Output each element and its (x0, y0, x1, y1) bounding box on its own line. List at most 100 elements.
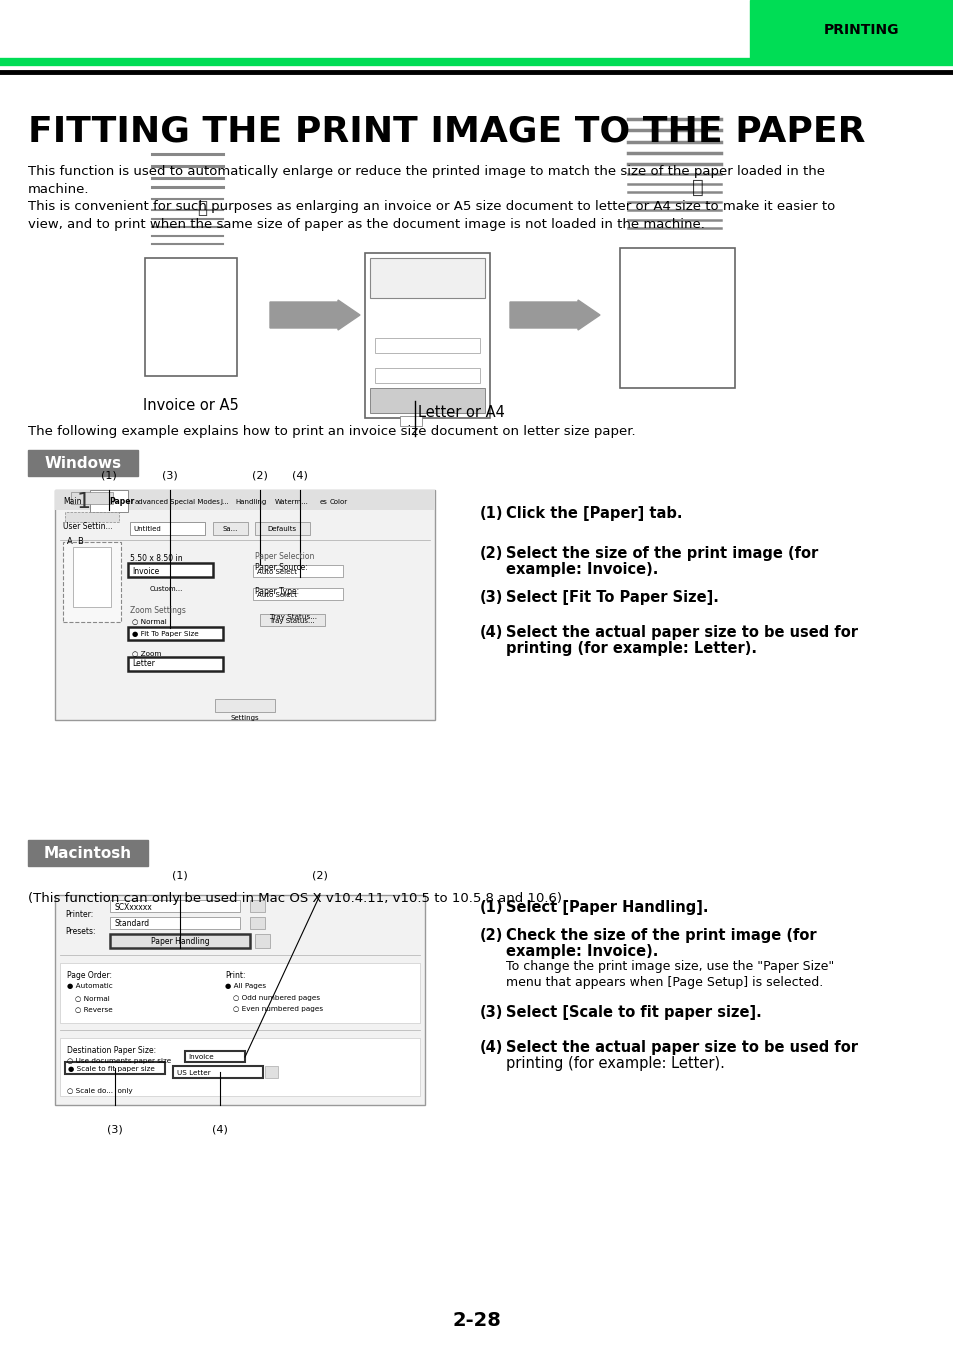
Text: Letter or A4: Letter or A4 (417, 405, 504, 420)
Text: Invoice or A5: Invoice or A5 (143, 398, 238, 413)
FancyArrow shape (510, 300, 599, 329)
Text: FITTING THE PRINT IMAGE TO THE PAPER: FITTING THE PRINT IMAGE TO THE PAPER (28, 115, 864, 148)
Text: ● Automatic: ● Automatic (67, 983, 112, 990)
Text: Standard: Standard (115, 919, 150, 929)
Text: (3): (3) (479, 590, 503, 605)
Text: 5.50 x 8.50 in: 5.50 x 8.50 in (130, 554, 182, 563)
Bar (55, 490, 435, 510)
Text: Paper Type:: Paper Type: (254, 587, 299, 595)
Text: ○ Scale do...  only: ○ Scale do... only (67, 1088, 132, 1094)
FancyBboxPatch shape (28, 450, 138, 477)
Bar (253, 589, 343, 599)
Text: (This function can only be used in Mac OS X v10.4.11, v10.5 to 10.5.8 and 10.6): (This function can only be used in Mac O… (28, 892, 561, 904)
Bar (619, 248, 734, 387)
Bar (375, 390, 479, 405)
Text: ○ Even numbered pages: ○ Even numbered pages (233, 1006, 323, 1012)
Text: Color: Color (330, 500, 348, 505)
Text: User Settin...: User Settin... (63, 522, 112, 531)
Bar (60, 963, 419, 1023)
Text: (3): (3) (162, 470, 177, 481)
Bar (365, 252, 490, 418)
Text: Select [Fit To Paper Size].: Select [Fit To Paper Size]. (505, 590, 719, 605)
Bar (213, 522, 248, 535)
Text: ○ Normal: ○ Normal (75, 995, 110, 1000)
Text: ○ Zoom: ○ Zoom (132, 649, 161, 656)
Text: Special Modes: Special Modes (170, 500, 219, 505)
Text: es: es (319, 500, 328, 505)
Bar (375, 369, 479, 383)
Text: 🌲: 🌲 (197, 200, 207, 217)
Bar (55, 895, 424, 1106)
Text: 🌲: 🌲 (692, 178, 703, 197)
Text: Check the size of the print image (for: Check the size of the print image (for (505, 927, 816, 944)
Text: example: Invoice).: example: Invoice). (505, 944, 658, 958)
Text: ● All Pages: ● All Pages (225, 983, 266, 990)
Bar (60, 1038, 419, 1096)
Bar (370, 258, 484, 298)
Bar (128, 657, 223, 671)
Text: Destination Paper Size:: Destination Paper Size: (67, 1046, 156, 1054)
Text: Printer:: Printer: (65, 910, 93, 919)
Bar (265, 1066, 277, 1079)
Text: US Letter: US Letter (177, 1071, 211, 1076)
Bar (63, 541, 121, 622)
Text: (2): (2) (479, 927, 503, 944)
Text: Paper Selection: Paper Selection (254, 552, 314, 562)
Bar (214, 699, 274, 711)
Text: PRINTING: PRINTING (823, 23, 899, 36)
Text: 1: 1 (76, 491, 91, 512)
Bar (65, 512, 119, 522)
Text: ○ Reverse: ○ Reverse (75, 1006, 112, 1012)
Bar (90, 490, 128, 512)
Text: example: Invoice).: example: Invoice). (505, 562, 658, 576)
Text: Handling: Handling (234, 500, 266, 505)
Text: Print:: Print: (225, 971, 245, 980)
Text: Invoice: Invoice (132, 567, 159, 575)
Text: This is convenient for such purposes as enlarging an invoice or A5 size document: This is convenient for such purposes as … (28, 200, 835, 231)
Text: menu that appears when [Page Setup] is selected.: menu that appears when [Page Setup] is s… (505, 976, 822, 990)
Text: ● Fit To Paper Size: ● Fit To Paper Size (132, 630, 198, 637)
Text: (2): (2) (479, 545, 503, 562)
Bar (110, 900, 240, 913)
Text: Tray Status...: Tray Status... (270, 614, 316, 620)
Text: The following example explains how to print an invoice size document on letter s: The following example explains how to pr… (28, 425, 635, 437)
Text: printing (for example: Letter).: printing (for example: Letter). (505, 641, 757, 656)
Bar (399, 416, 421, 427)
Text: Letter: Letter (132, 660, 154, 668)
Text: Defaults: Defaults (267, 526, 296, 532)
Bar (55, 490, 435, 720)
Bar (71, 491, 112, 504)
Bar (254, 522, 310, 535)
Text: Paper Source:: Paper Source: (254, 563, 308, 572)
Text: Auto Select: Auto Select (256, 568, 296, 575)
Text: Paper: Paper (109, 498, 134, 506)
Text: A  B: A B (67, 537, 84, 545)
Text: Select [Paper Handling].: Select [Paper Handling]. (505, 900, 708, 915)
Text: J...: J... (220, 500, 229, 505)
Bar (253, 566, 343, 576)
Bar (110, 934, 250, 948)
FancyBboxPatch shape (28, 840, 148, 865)
Text: (4): (4) (212, 1125, 228, 1135)
Text: 2-28: 2-28 (452, 1311, 501, 1330)
Text: Click the [Paper] tab.: Click the [Paper] tab. (505, 506, 681, 521)
Text: ○ Use documents paper size: ○ Use documents paper size (67, 1058, 172, 1064)
Text: (1): (1) (101, 470, 117, 481)
Text: (1): (1) (172, 869, 188, 880)
Text: To change the print image size, use the "Paper Size": To change the print image size, use the … (505, 960, 833, 973)
Text: (4): (4) (479, 625, 503, 640)
Bar (375, 338, 479, 352)
Text: printing (for example: Letter).: printing (for example: Letter). (505, 1056, 724, 1071)
Text: (4): (4) (292, 470, 308, 481)
Text: Macintosh: Macintosh (44, 845, 132, 860)
Text: (4): (4) (479, 1040, 503, 1054)
Bar (73, 547, 111, 608)
Text: Select the actual paper size to be used for: Select the actual paper size to be used … (505, 1040, 857, 1054)
Text: Auto Select: Auto Select (256, 593, 296, 598)
Bar (172, 1066, 263, 1079)
Text: This function is used to automatically enlarge or reduce the printed image to ma: This function is used to automatically e… (28, 165, 824, 196)
Text: Windows: Windows (45, 455, 121, 471)
Text: Select the actual paper size to be used for: Select the actual paper size to be used … (505, 625, 857, 640)
Bar (128, 563, 213, 576)
Bar (130, 522, 205, 535)
